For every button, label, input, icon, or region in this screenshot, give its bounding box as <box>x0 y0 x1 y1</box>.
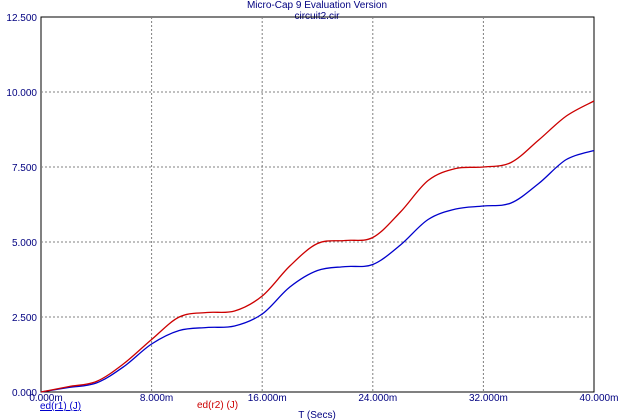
y-tick-label: 7.500 <box>12 163 37 174</box>
window-title: Micro-Cap 9 Evaluation Version <box>247 0 387 11</box>
x-axis: 0.000m 8.000m 16.000m 24.000m 32.000m 40.000m <box>29 393 618 404</box>
x-tick-label: 32.000m <box>469 393 508 404</box>
plot-frame <box>40 16 595 393</box>
y-tick-label: 12.500 <box>6 13 37 24</box>
legend-series-ed-r2[interactable]: ed(r2) (J) <box>197 400 238 411</box>
y-tick-label: 5.000 <box>12 238 37 249</box>
y-tick-label: 0.000 <box>12 388 37 399</box>
x-tick-label: 40.000m <box>580 393 619 404</box>
series-lines <box>40 100 595 393</box>
series-line-ed-r1 <box>40 149 595 393</box>
x-tick-label: 0.000m <box>29 393 62 404</box>
legend-series-ed-r1[interactable]: ed(r1) (J) <box>40 401 81 412</box>
grid <box>41 17 594 392</box>
x-axis-label: T (Secs) <box>298 410 336 420</box>
series-line-ed-r2 <box>40 100 595 393</box>
y-axis: 0.000 2.500 5.000 7.500 10.000 12.500 <box>6 13 37 399</box>
y-tick-label: 10.000 <box>6 88 37 99</box>
y-tick-label: 2.500 <box>12 313 37 324</box>
x-tick-label: 8.000m <box>140 393 173 404</box>
x-tick-label: 24.000m <box>358 393 397 404</box>
x-tick-label: 16.000m <box>248 393 287 404</box>
